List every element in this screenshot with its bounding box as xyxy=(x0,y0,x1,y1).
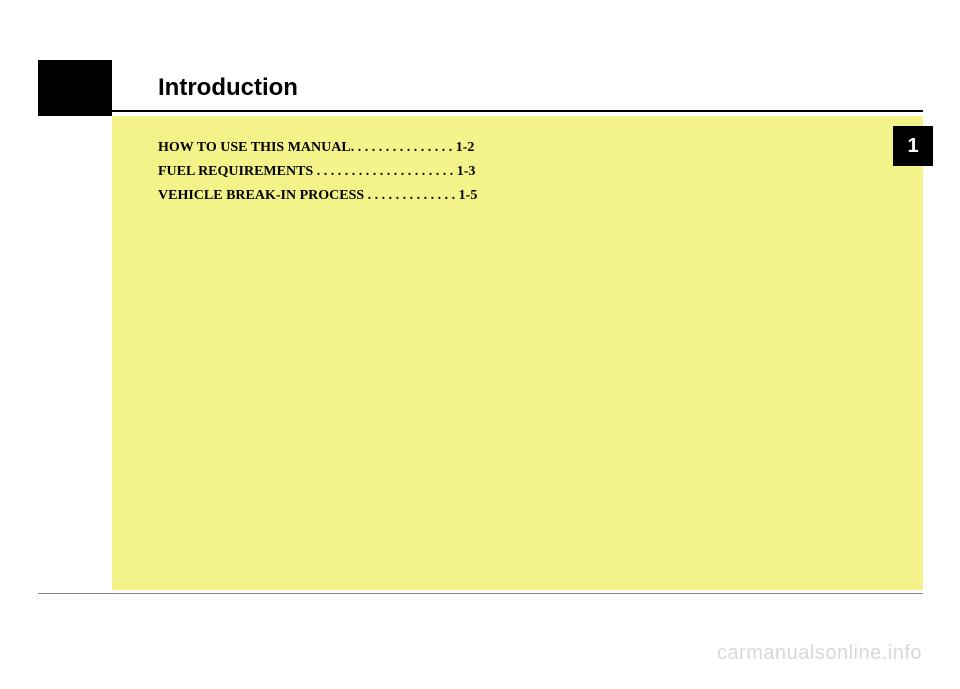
header-black-tab xyxy=(38,60,112,116)
watermark: carmanualsonline.info xyxy=(717,642,922,665)
chapter-tab: 1 xyxy=(893,126,933,166)
toc-entry: HOW TO USE THIS MANUAL. . . . . . . . . … xyxy=(158,136,477,160)
title-row: Introduction xyxy=(112,74,923,112)
toc-dots: . . . . . . . . . . . . . . . xyxy=(351,140,453,155)
toc-page: 1-3 xyxy=(457,164,476,179)
page-container: Introduction 1 HOW TO USE THIS MANUAL. .… xyxy=(38,60,923,590)
toc-page: 1-5 xyxy=(459,188,478,203)
table-of-contents: HOW TO USE THIS MANUAL. . . . . . . . . … xyxy=(158,136,477,207)
toc-label: HOW TO USE THIS MANUAL xyxy=(158,140,351,155)
toc-page: 1-2 xyxy=(456,140,475,155)
toc-dots: . . . . . . . . . . . . . . . . . . . . xyxy=(317,164,454,179)
toc-label: VEHICLE BREAK-IN PROCESS xyxy=(158,188,364,203)
toc-label: FUEL REQUIREMENTS xyxy=(158,164,313,179)
toc-entry: FUEL REQUIREMENTS . . . . . . . . . . . … xyxy=(158,160,477,184)
toc-entry: VEHICLE BREAK-IN PROCESS . . . . . . . .… xyxy=(158,184,477,208)
chapter-number: 1 xyxy=(907,135,918,158)
page-title: Introduction xyxy=(158,74,298,101)
bottom-divider xyxy=(38,593,923,594)
toc-dots: . . . . . . . . . . . . . xyxy=(368,188,456,203)
